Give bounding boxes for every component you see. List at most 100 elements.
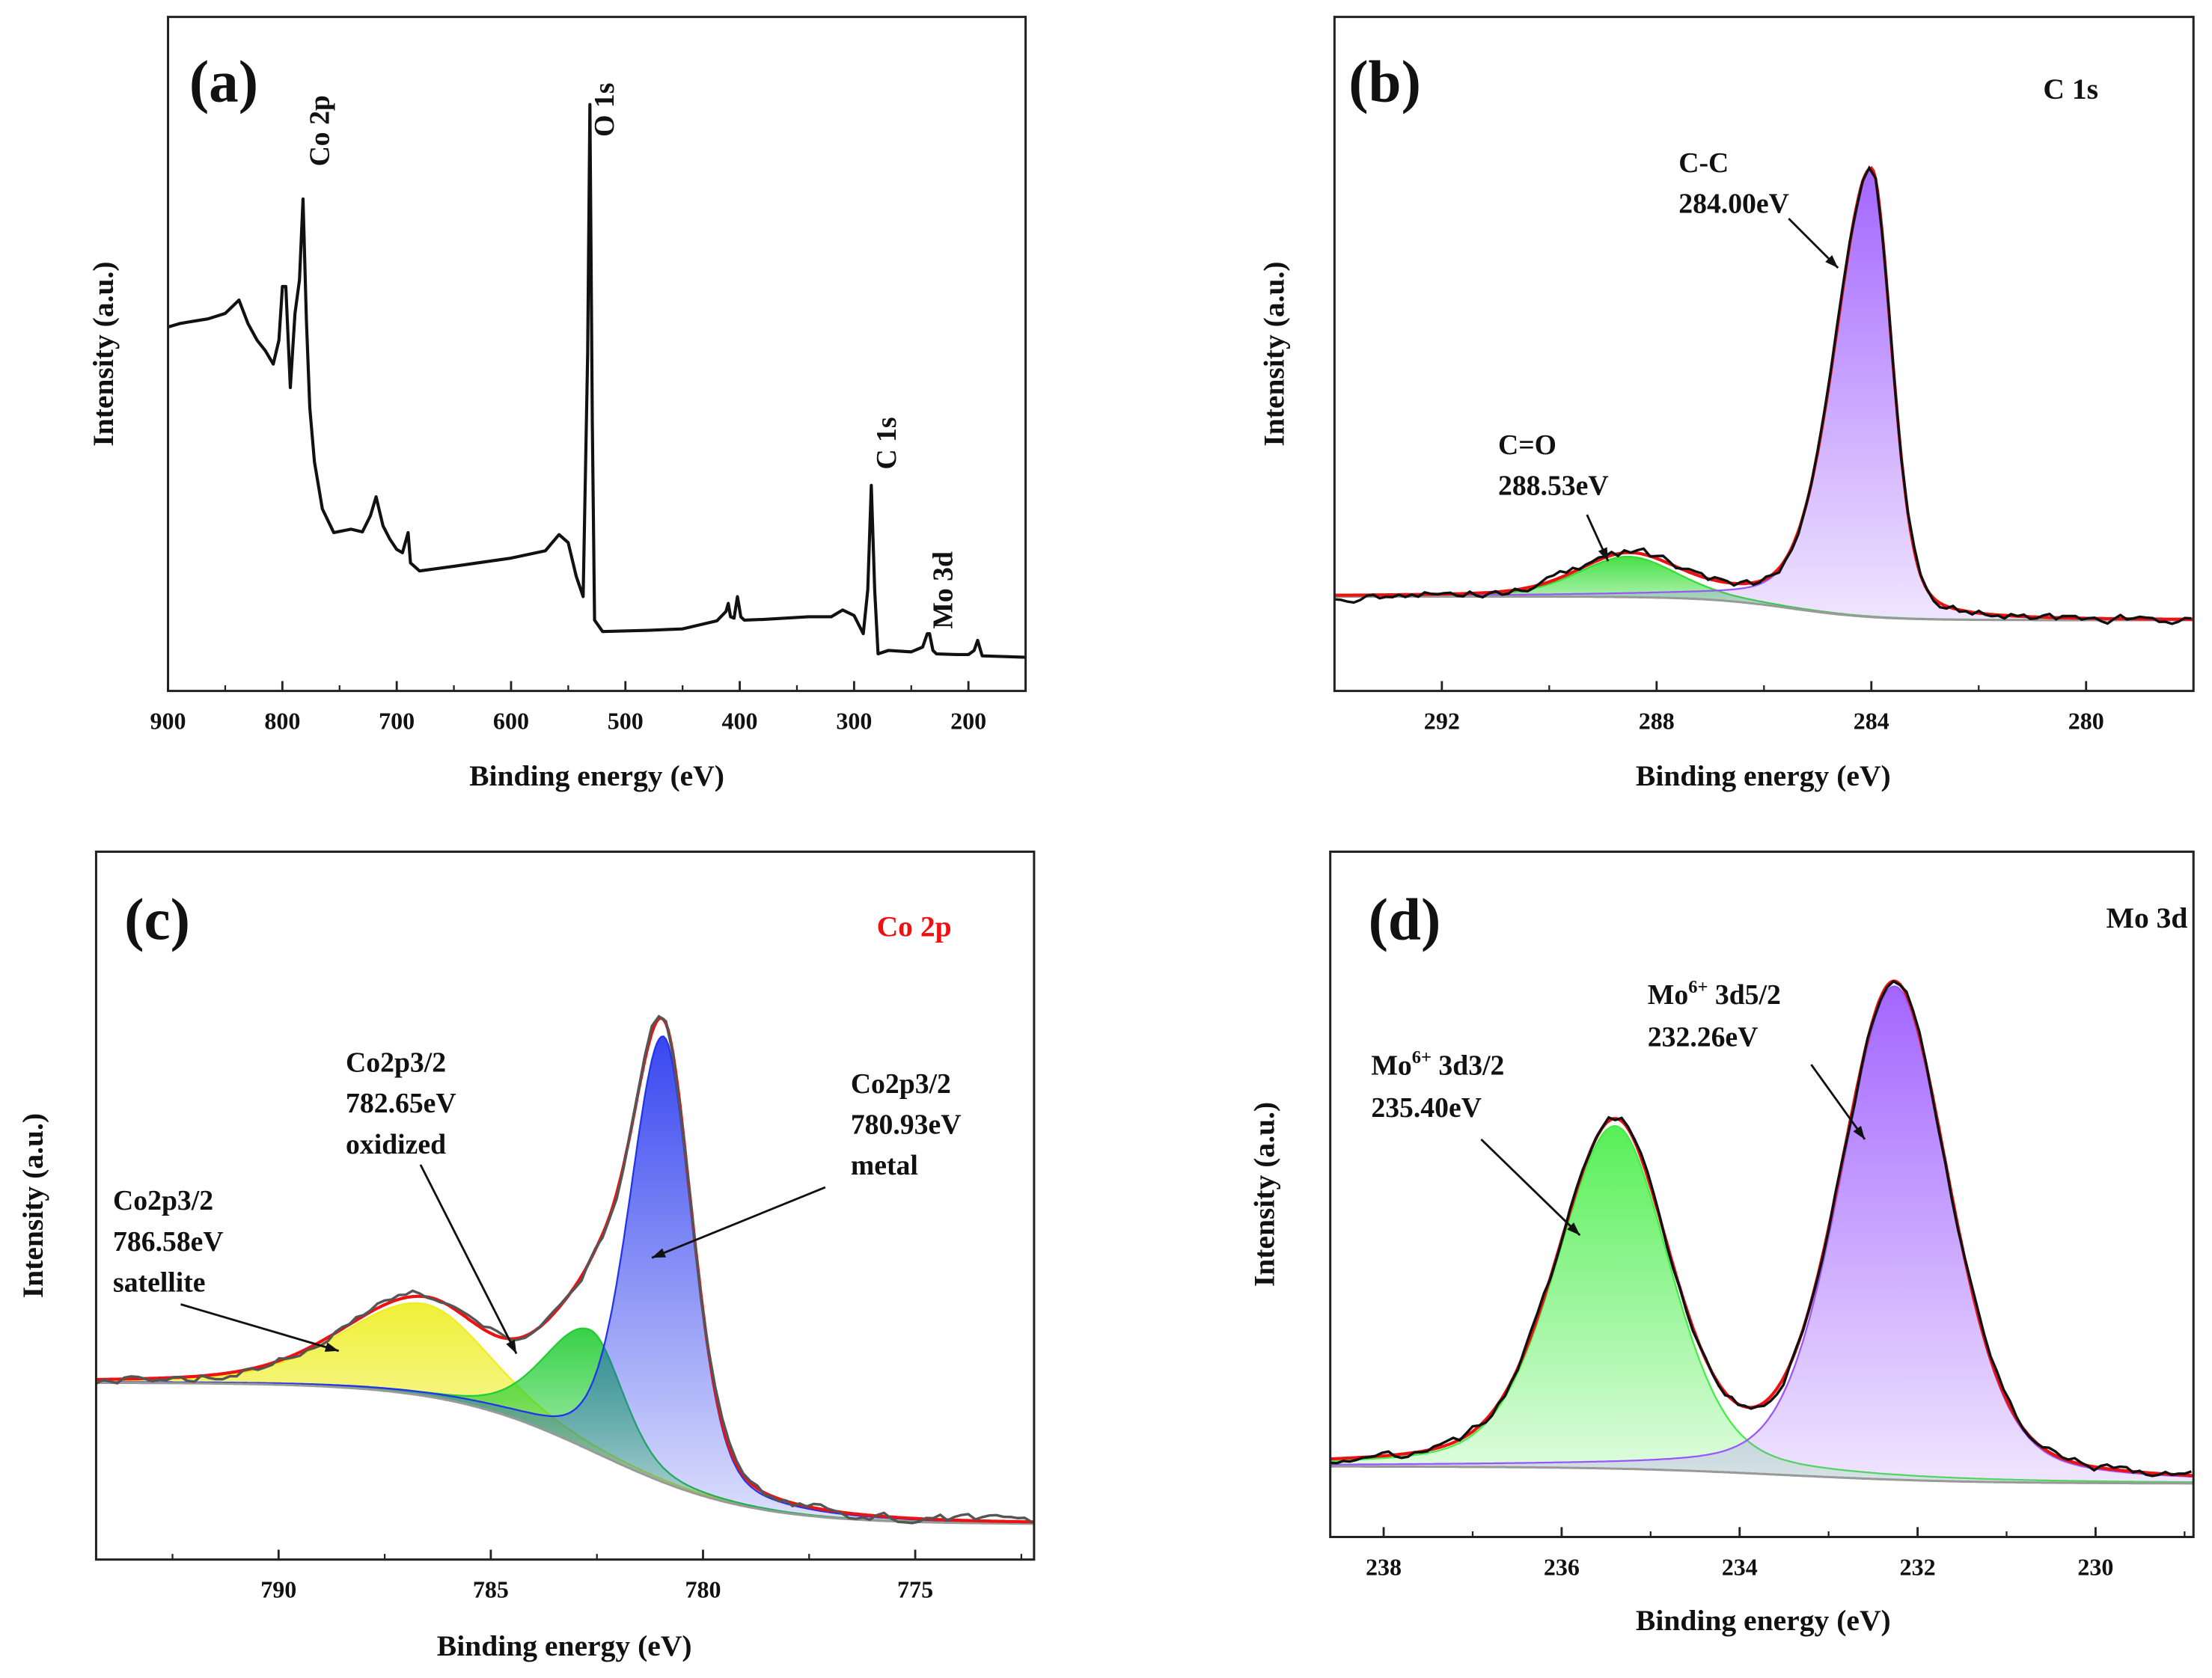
component-line: [1334, 168, 2194, 621]
plot-frame: [94, 850, 1036, 1561]
raw-data-line: [96, 1014, 1033, 1525]
panel-label: (c): [124, 887, 190, 952]
annotation-species: Mo: [1371, 1050, 1411, 1081]
plot-area: [1334, 165, 2194, 625]
annotation-energy: 235.40eV: [1371, 1092, 1482, 1124]
annotation-line: 284.00eV: [1678, 189, 1789, 220]
peak-label: O 1s: [589, 83, 620, 137]
panel-label: (b): [1348, 49, 1421, 115]
panel-c-co2p: (c) Co 2p Binding energy (eV) Intensity …: [16, 850, 1036, 1662]
annotation-line: satellite: [113, 1267, 205, 1299]
annotation-line: metal: [851, 1150, 918, 1181]
x-tick-label: 280: [2068, 707, 2104, 734]
y-axis-label: Intensity (a.u.): [87, 261, 120, 446]
x-tick-label: 238: [1366, 1553, 1402, 1580]
annotation-arrow-line: [180, 1303, 340, 1353]
x-tick-label: 800: [264, 707, 300, 734]
plot-area: [1330, 979, 2194, 1485]
annotation-line: oxidized: [346, 1129, 446, 1160]
panel-a-survey: (a) Binding energy (eV) Intensity (a.u.)…: [87, 16, 1027, 792]
peak-annotation: Co2p3/2 780.93eV metal: [851, 1068, 962, 1181]
component-line: [1330, 985, 2194, 1478]
x-tick-label: 292: [1424, 707, 1460, 734]
y-axis-label: Intensity (a.u.): [16, 1113, 49, 1298]
arrow-head-icon: [506, 1339, 517, 1354]
x-tick-label: 790: [260, 1576, 296, 1603]
panel-title: C 1s: [2043, 73, 2098, 105]
panel-b-c1s: (b) C 1s Binding energy (eV) Intensity (…: [1257, 16, 2195, 792]
peak-annotation: Co2p3/2 782.65eV oxidized: [346, 1047, 456, 1160]
y-axis-label: Intensity (a.u.): [1257, 261, 1290, 446]
annotation-line: C-C: [1678, 147, 1729, 179]
y-axis-label: Intensity (a.u.): [1247, 1102, 1280, 1287]
panel-label: (a): [189, 49, 258, 115]
x-tick-label: 300: [836, 707, 872, 734]
annotation-arrow-line: [651, 1186, 826, 1259]
plot-frame: [167, 16, 1027, 693]
plot-frame: [1329, 850, 2195, 1539]
annotation-orbital: 3d5/2: [1708, 979, 1780, 1011]
arrow-head-icon: [652, 1248, 666, 1258]
panel-title: Co 2p: [877, 910, 952, 943]
component-fill-c-c: [1334, 168, 2194, 620]
x-tick-label: 500: [608, 707, 644, 734]
x-tick-label: 900: [150, 707, 186, 734]
x-axis-label: Binding energy (eV): [469, 759, 724, 792]
panel-label: (d): [1369, 887, 1441, 952]
x-tick-label: 600: [493, 707, 529, 734]
peak-label: Co 2p: [304, 95, 335, 166]
arrow-head-icon: [1598, 547, 1609, 562]
component-fill-co2p3-2-satellite: [96, 1303, 1034, 1524]
envelope-fit-line: [1334, 166, 2194, 621]
component-fill-mo6-3d3-2: [1330, 1126, 2194, 1483]
annotation-arrow-line: [1480, 1138, 1581, 1237]
arrow-head-icon: [1853, 1125, 1866, 1139]
arrow-head-icon: [1825, 255, 1839, 269]
peak-annotation: Mo6+ 3d3/2 235.40eV: [1371, 1047, 1504, 1124]
background-line: [96, 1381, 1034, 1525]
x-axis-label: Binding energy (eV): [437, 1629, 692, 1662]
x-tick-label: 200: [950, 707, 986, 734]
panel-title: Mo 3d: [2106, 901, 2188, 934]
annotation-orbital: 3d3/2: [1432, 1050, 1504, 1081]
x-tick-label: 236: [1544, 1553, 1580, 1580]
annotation-arrow-line: [1810, 1064, 1866, 1140]
annotation-line: 782.65eV: [346, 1088, 456, 1119]
annotation-superscript: 6+: [1412, 1047, 1432, 1068]
x-tick-label: 700: [379, 707, 415, 734]
peak-annotation: Co2p3/2 786.58eV satellite: [113, 1185, 224, 1298]
x-tick-label: 775: [897, 1576, 933, 1603]
annotation-line: Co2p3/2: [851, 1068, 951, 1100]
panel-d-mo3d: (d) Mo 3d Binding energy (eV) Intensity …: [1247, 850, 2195, 1637]
x-tick-label: 780: [685, 1576, 721, 1603]
peak-annotation: C-C 284.00eV: [1678, 147, 1789, 220]
annotation-line: C=O: [1498, 429, 1556, 461]
series-line-survey: [168, 102, 1026, 659]
peak-annotation: C=O 288.53eV: [1498, 429, 1609, 502]
x-tick-label: 230: [2077, 1553, 2113, 1580]
annotation-energy: 232.26eV: [1648, 1022, 1759, 1053]
peak-annotation: Mo6+ 3d5/2 232.26eV: [1648, 977, 1781, 1053]
arrow-head-icon: [324, 1342, 339, 1352]
peak-label: Mo 3d: [928, 551, 959, 629]
x-axis-label: Binding energy (eV): [1636, 1604, 1891, 1637]
annotation-line: 288.53eV: [1498, 471, 1609, 502]
annotation-line: 786.58eV: [113, 1226, 224, 1258]
annotation-superscript: 6+: [1688, 977, 1708, 997]
annotation-line: Co2p3/2: [113, 1185, 213, 1216]
x-tick-label: 400: [722, 707, 758, 734]
x-tick-label: 234: [1722, 1553, 1758, 1580]
x-tick-label: 284: [1854, 707, 1889, 734]
x-axis-label: Binding energy (eV): [1636, 759, 1891, 792]
peak-label: C 1s: [871, 417, 902, 470]
raw-data-line: [1330, 979, 2192, 1478]
annotation-line: 780.93eV: [851, 1109, 962, 1140]
envelope-fit-line: [1330, 979, 2194, 1478]
annotation-species: Mo: [1648, 979, 1688, 1011]
arrow-head-icon: [1567, 1222, 1580, 1236]
x-tick-label: 232: [1900, 1553, 1936, 1580]
component-fill-mo6-3d5-2: [1330, 986, 2194, 1483]
plot-area: [96, 1014, 1034, 1525]
plot-area: [168, 102, 1026, 659]
x-tick-label: 288: [1639, 707, 1675, 734]
